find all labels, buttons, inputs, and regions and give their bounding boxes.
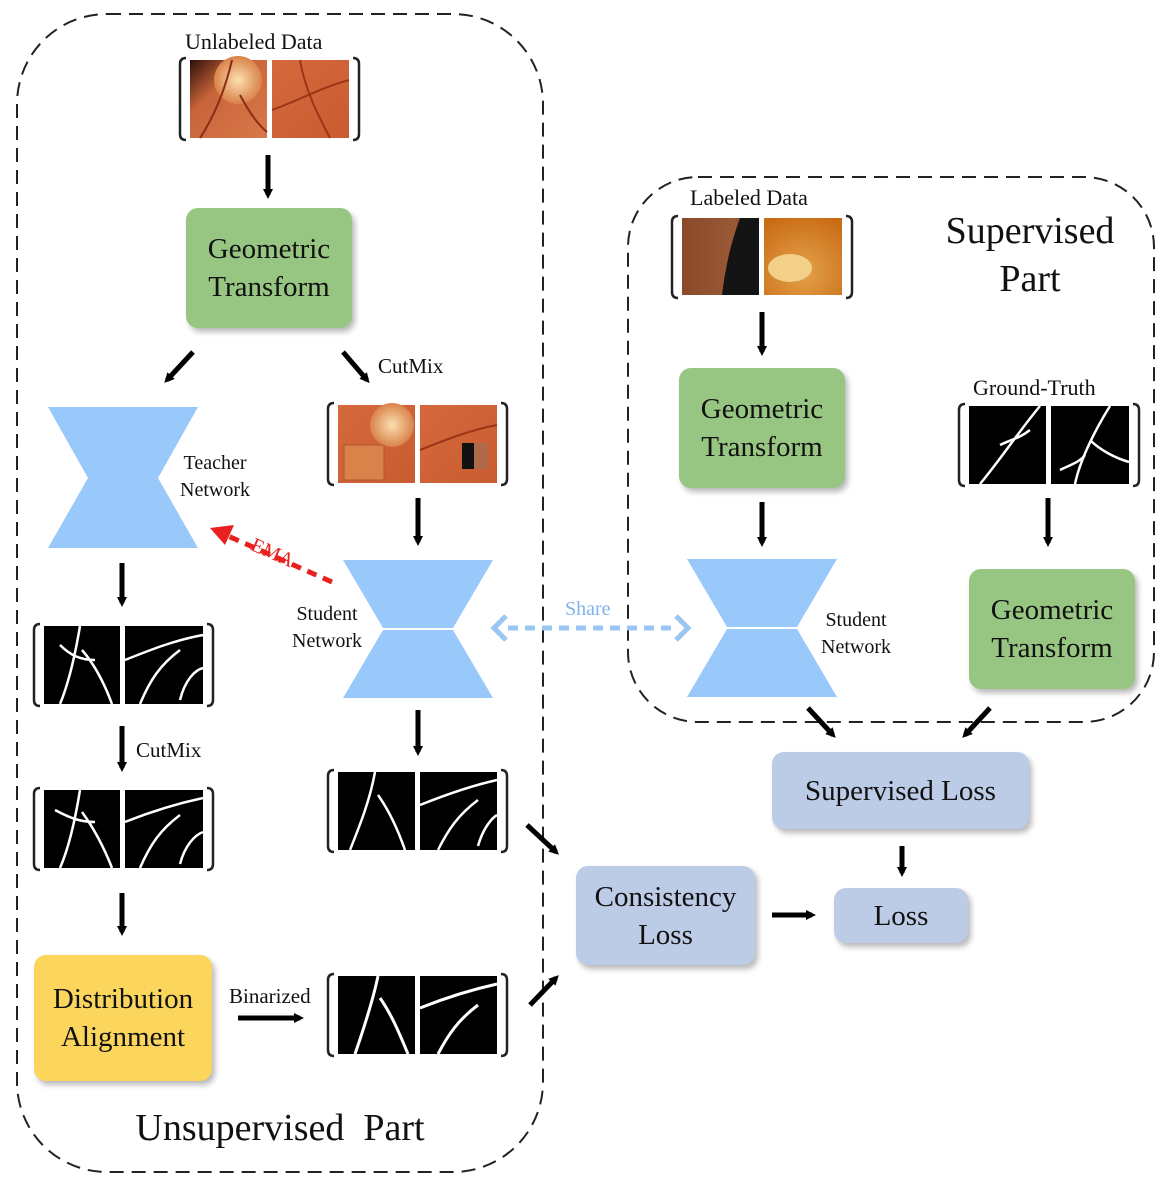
vessel-mask bbox=[338, 772, 415, 850]
cutmix-patch bbox=[462, 443, 474, 469]
cutmix-patch bbox=[474, 443, 488, 469]
fundus-edge bbox=[722, 218, 759, 295]
arrow bbox=[806, 706, 836, 738]
vessel-mask bbox=[420, 772, 497, 850]
share-arrow bbox=[490, 614, 692, 642]
right-bracket bbox=[1132, 402, 1141, 488]
right-bracket bbox=[500, 768, 509, 854]
share-label: Share bbox=[565, 598, 611, 620]
supervised-student-network-label: Student Network bbox=[821, 609, 891, 658]
cutmix-prediction-pair bbox=[32, 786, 215, 872]
unlabeled-data-label: Unlabeled Data bbox=[185, 29, 323, 54]
left-bracket bbox=[670, 214, 679, 300]
arrow bbox=[962, 706, 992, 738]
arrow bbox=[525, 823, 559, 855]
distribution-alignment-box: Distribution Alignment bbox=[34, 955, 212, 1081]
ground-truth-label: Ground-Truth bbox=[973, 375, 1096, 400]
arrow bbox=[164, 350, 195, 383]
left-bracket bbox=[32, 786, 41, 872]
unlabeled-data-image-pair bbox=[178, 56, 361, 142]
teacher-prediction-pair bbox=[32, 622, 215, 708]
left-bracket bbox=[32, 622, 41, 708]
unsupervised-region bbox=[16, 13, 544, 1173]
ground-truth-image-pair bbox=[957, 402, 1141, 488]
left-bracket bbox=[326, 401, 335, 487]
supervised-student-network-shape bbox=[687, 559, 837, 697]
supervised-part-title: Supervised Part bbox=[945, 210, 1115, 300]
right-bracket bbox=[845, 214, 854, 300]
cutmix-patch bbox=[343, 444, 385, 481]
left-bracket bbox=[326, 768, 335, 854]
ema-arrow bbox=[210, 525, 334, 585]
arrow bbox=[528, 975, 559, 1007]
binarized-prediction-pair bbox=[326, 972, 509, 1058]
cutmix-label-top: CutMix bbox=[378, 354, 444, 378]
gt-geometric-transform-box: Geometric Transform bbox=[969, 569, 1135, 689]
unsupervised-part-title: Unsupervised Part bbox=[135, 1107, 425, 1149]
flow-arrows bbox=[117, 155, 1053, 1023]
fundus-image bbox=[764, 218, 842, 295]
teacher-network-label: Teacher Network bbox=[180, 452, 250, 501]
cutmix-label-bottom: CutMix bbox=[136, 738, 202, 762]
student-network-label: Student Network bbox=[292, 603, 362, 652]
teacher-network-shape bbox=[48, 407, 198, 548]
left-bracket bbox=[957, 402, 966, 488]
labeled-data-image-pair bbox=[670, 214, 854, 300]
loss-box: Loss bbox=[834, 888, 968, 943]
right-bracket bbox=[500, 401, 509, 487]
geometric-transform-box: Geometric Transform bbox=[186, 208, 352, 328]
vessel-mask bbox=[969, 406, 1046, 484]
binarized-label: Binarized bbox=[229, 984, 311, 1008]
labeled-data-label: Labeled Data bbox=[690, 185, 808, 210]
right-bracket bbox=[352, 56, 361, 142]
right-bracket bbox=[206, 786, 215, 872]
left-bracket bbox=[326, 972, 335, 1058]
cutmix-image-pair bbox=[326, 401, 509, 487]
student-network-shape bbox=[343, 560, 493, 698]
left-bracket bbox=[178, 56, 187, 142]
right-bracket bbox=[500, 972, 509, 1058]
vessel-mask bbox=[44, 790, 120, 868]
student-prediction-pair bbox=[326, 768, 509, 854]
consistency-loss-box: Consistency Loss bbox=[576, 866, 755, 965]
arrow bbox=[341, 350, 370, 384]
supervised-geometric-transform-box: Geometric Transform bbox=[679, 368, 845, 488]
right-bracket bbox=[206, 622, 215, 708]
bright-lesion bbox=[768, 254, 812, 282]
optic-disc bbox=[370, 403, 414, 447]
vessel-mask bbox=[1051, 406, 1129, 484]
optic-disc bbox=[214, 56, 262, 104]
supervised-loss-box: Supervised Loss bbox=[772, 752, 1029, 829]
vessel-mask bbox=[420, 976, 497, 1054]
